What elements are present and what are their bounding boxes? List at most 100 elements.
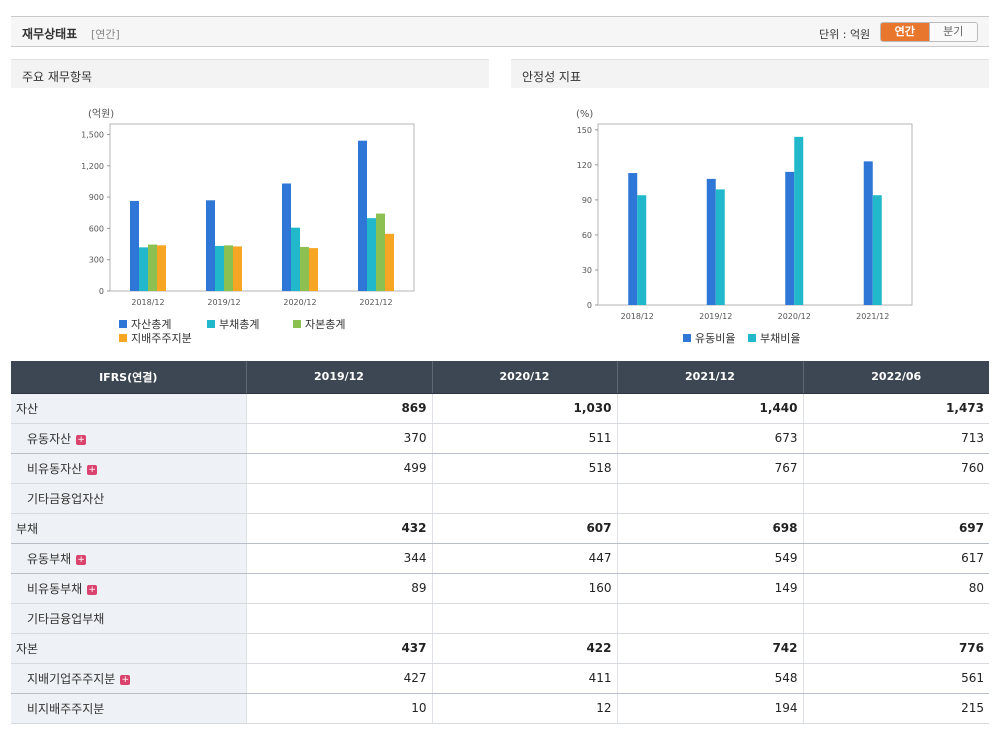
y-tick-label: 600 xyxy=(89,224,104,233)
x-tick-label: 2021/12 xyxy=(359,298,392,307)
y-tick-label: 0 xyxy=(99,287,104,296)
y-tick-label: 900 xyxy=(89,193,104,202)
annual-button[interactable]: 연간 xyxy=(881,23,929,41)
legend-swatch xyxy=(293,320,301,328)
column-header-period: 2022/06 xyxy=(803,361,989,394)
bar-자산총계 xyxy=(206,200,215,291)
cell-value: 437 xyxy=(246,633,433,664)
stability-panel-header: 안정성 지표 xyxy=(511,59,989,88)
table-row: 유동자산 +370 511 673 713 xyxy=(11,423,989,454)
y-tick-label: 300 xyxy=(89,256,104,265)
cell-value: 499 xyxy=(246,453,433,484)
cell-value: 194 xyxy=(617,693,804,724)
cell-value: 149 xyxy=(617,573,804,604)
cell-value xyxy=(246,483,433,514)
expand-icon[interactable]: + xyxy=(76,554,87,565)
x-tick-label: 2019/12 xyxy=(699,312,732,321)
row-label: 비유동부채 + xyxy=(11,573,247,604)
cell-value: 215 xyxy=(803,693,989,724)
cell-value: 370 xyxy=(246,423,433,454)
cell-value: 12 xyxy=(432,693,618,724)
row-label: 유동부채 + xyxy=(11,543,247,574)
cell-value: 767 xyxy=(617,453,804,484)
stability-title: 안정성 지표 xyxy=(522,70,582,84)
row-label: 자본 xyxy=(11,633,247,664)
column-header-period: 2021/12 xyxy=(617,361,804,394)
balance-sheet-table: IFRS(연결) 2019/12 2020/12 2021/12 2022/06 자산 8… xyxy=(11,361,989,724)
cell-value: 344 xyxy=(246,543,433,574)
section-period-tag: [연간] xyxy=(91,28,120,41)
bar-유동비율 xyxy=(863,161,873,305)
expand-icon[interactable]: + xyxy=(120,674,131,685)
y-tick-label: 90 xyxy=(582,196,592,205)
cell-value xyxy=(246,603,433,634)
bar-자본총계 xyxy=(376,213,385,291)
row-label: 자산 xyxy=(11,393,247,424)
cell-value xyxy=(803,483,989,514)
y-tick-label: 1,500 xyxy=(81,130,104,139)
y-tick-label: 150 xyxy=(577,126,592,135)
cell-value: 698 xyxy=(617,513,804,544)
cell-value: 511 xyxy=(432,423,618,454)
cell-value: 1,440 xyxy=(617,393,804,424)
cell-value: 742 xyxy=(617,633,804,664)
bar-자본총계 xyxy=(148,244,157,291)
period-toggle: 연간 분기 xyxy=(880,22,978,42)
row-label-text: 유동자산 xyxy=(27,431,72,446)
bar-자본총계 xyxy=(224,245,233,291)
bar-지배주주지분 xyxy=(233,246,242,291)
x-tick-label: 2020/12 xyxy=(778,312,811,321)
cell-value: 80 xyxy=(803,573,989,604)
legend-swatch xyxy=(748,334,756,342)
row-label: 부채 xyxy=(11,513,247,544)
y-axis-unit-label: (억원) xyxy=(88,108,114,120)
cell-value: 548 xyxy=(617,663,804,694)
cell-value: 617 xyxy=(803,543,989,574)
expand-icon[interactable]: + xyxy=(87,584,98,595)
quarter-button[interactable]: 분기 xyxy=(928,23,977,41)
bar-유동비율 xyxy=(706,178,716,305)
bar-자산총계 xyxy=(358,140,367,291)
table-row: 자본 437 422 742 776 xyxy=(11,633,989,664)
key-items-title: 주요 재무항목 xyxy=(22,70,93,84)
row-label-text: 비유동자산 xyxy=(27,461,83,476)
cell-value: 160 xyxy=(432,573,618,604)
cell-value: 869 xyxy=(246,393,433,424)
row-label: 기타금융업자산 xyxy=(11,483,247,514)
row-label-text: 부채 xyxy=(16,521,39,536)
cell-value xyxy=(432,603,618,634)
expand-icon[interactable]: + xyxy=(87,464,98,475)
row-label: 기타금융업부채 xyxy=(11,603,247,634)
legend-label: 자산총계 xyxy=(131,318,171,331)
y-tick-label: 60 xyxy=(582,231,592,240)
bar-부채총계 xyxy=(367,218,376,291)
legend-swatch xyxy=(683,334,691,342)
cell-value: 760 xyxy=(803,453,989,484)
y-axis-unit-label: (%) xyxy=(576,109,593,120)
cell-value xyxy=(803,603,989,634)
section-title: 재무상태표 xyxy=(22,27,78,41)
legend-label: 부채비율 xyxy=(760,332,800,345)
cell-value: 518 xyxy=(432,453,618,484)
legend-swatch xyxy=(119,334,127,342)
unit-label: 단위 : 억원 xyxy=(819,28,871,41)
row-label: 유동자산 + xyxy=(11,423,247,454)
cell-value: 673 xyxy=(617,423,804,454)
bar-유동비율 xyxy=(628,173,638,305)
table-row: 부채 432 607 698 697 xyxy=(11,513,989,544)
stability-chart: (%) 0 30 60 90 120 150 2018/12 2019/12 2020/12 202… xyxy=(576,109,913,345)
plot-area xyxy=(597,123,913,306)
expand-icon[interactable]: + xyxy=(76,434,87,445)
cell-value: 411 xyxy=(432,663,618,694)
row-label: 지배기업주주지분 + xyxy=(11,663,247,694)
table-row: 비유동부채 +89 160 149 80 xyxy=(11,573,989,604)
cell-value: 89 xyxy=(246,573,433,604)
cell-value: 561 xyxy=(803,663,989,694)
y-tick-label: 1,200 xyxy=(81,162,104,171)
table-row: 지배기업주주지분 +427 411 548 561 xyxy=(11,663,989,694)
cell-value: 1,030 xyxy=(432,393,618,424)
table-row: 기타금융업부채 xyxy=(11,603,989,634)
bar-부채총계 xyxy=(215,245,224,291)
bar-부채비율 xyxy=(715,189,725,305)
section-header: 재무상태표 [연간] 단위 : 억원 연간 분기 xyxy=(11,16,989,47)
